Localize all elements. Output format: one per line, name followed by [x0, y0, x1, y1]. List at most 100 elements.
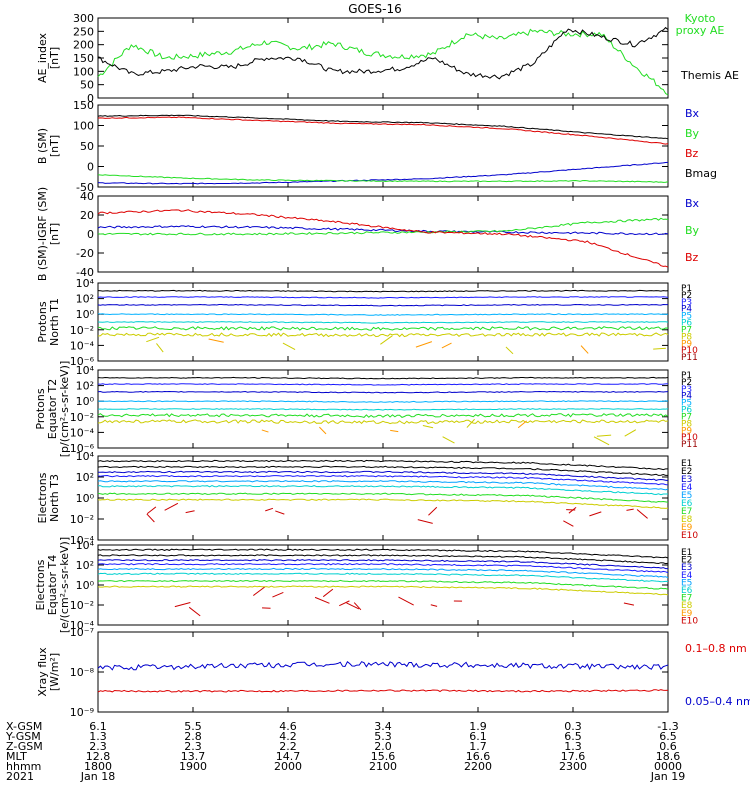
electrons-equator-panel-e9-segment: [322, 588, 334, 598]
ae-panel-ytick-label: 50: [80, 79, 94, 92]
footer-value: 2300: [559, 760, 587, 773]
protons-equator-panel-p8-segment: [422, 425, 434, 429]
protons-equator-panel-ylabel: Equator T2: [46, 379, 59, 439]
bsm-panel-ytick-label: 0: [87, 161, 94, 174]
electrons-equator-panel-legend-e7: E7: [681, 594, 692, 604]
protons-equator-panel-legend-p2: P2: [681, 378, 692, 388]
electrons-north-panel-e9-segment: [185, 510, 195, 514]
protons-equator-panel-p8-segment: [442, 436, 455, 444]
protons-equator-panel-ytick-label: 10⁻⁴: [70, 426, 95, 439]
bsm-panel-ytick-label: 100: [73, 120, 94, 133]
electrons-north-panel-ytick-label: 10²: [76, 471, 94, 484]
electrons-north-panel-e7-line: [97, 492, 669, 503]
electrons-north-panel-e3-line: [97, 470, 669, 481]
electrons-equator-panel-ytick-label: 10²: [76, 559, 94, 572]
footer-value: 18.6: [656, 750, 681, 763]
footer-value: -1.3: [657, 720, 678, 733]
footer-value: 1.9: [469, 720, 487, 733]
electrons-north-panel-legend-e4: E4: [681, 483, 693, 493]
protons-north-panel-legend-p4: P4: [681, 305, 692, 315]
electrons-equator-panel-e5-line: [97, 567, 669, 579]
protons-equator-panel-p7-line: [97, 419, 669, 425]
footer-value: 14.7: [276, 750, 301, 763]
xray-panel-ytick-label: 10⁻⁹: [70, 706, 94, 719]
protons-equator-panel-p5-line: [97, 408, 669, 411]
protons-north-panel-ytick-label: 10⁻²: [70, 324, 94, 337]
protons-north-panel-ylabel: Protons: [36, 301, 49, 342]
protons-equator-panel-legend-p10: P10: [681, 433, 698, 443]
protons-equator-panel-legend-p1: P1: [681, 371, 692, 381]
bsm-bx-line: [97, 161, 669, 185]
bsm-panel-ytick-label: 150: [73, 99, 94, 112]
themis-ae-line: [97, 26, 669, 80]
electrons-north-panel-legend-e10: E10: [681, 531, 698, 541]
electrons-north-panel-legend-e1: E1: [681, 459, 692, 469]
footer-value: 2000: [274, 760, 302, 773]
protons-equator-panel-p2-line: [97, 383, 669, 386]
protons-equator-panel-legend-p6: P6: [681, 406, 692, 416]
footer-value: 0.3: [564, 720, 582, 733]
footer-value: 1900: [179, 760, 207, 773]
legend-bsm-bmag: Bmag: [685, 167, 717, 180]
footer-label: Z-GSM: [6, 740, 43, 753]
ae-panel-ytick-label: 0: [87, 92, 94, 105]
electrons-equator-panel-e8-line: [97, 585, 669, 596]
electrons-north-panel-ylabel: North T3: [48, 474, 61, 522]
electrons-equator-panel-e9-segment: [272, 592, 284, 598]
footer-label: Y-GSM: [5, 730, 41, 743]
legend-bigrf-by: By: [685, 224, 700, 237]
protons-equator-panel-legend-p5: P5: [681, 399, 692, 409]
electrons-equator-panel-e9-segment: [353, 602, 362, 611]
xray-long-line: [97, 689, 669, 693]
electrons-north-panel-e9-segment: [626, 508, 634, 511]
protons-equator-panel-p6-line: [97, 413, 669, 418]
footer-value: 13.7: [181, 750, 206, 763]
electrons-equator-panel-e9-segment: [174, 601, 191, 608]
protons-north-panel-p9-segment: [208, 338, 224, 343]
legend-bigrf-bx: Bx: [685, 197, 700, 210]
protons-north-panel-p1-line: [97, 289, 669, 293]
protons-north-panel-p7-line: [97, 332, 669, 338]
protons-north-panel-p8-segment: [505, 346, 514, 355]
protons-north-panel-p2-line: [97, 296, 669, 299]
protons-equator-panel-legend-p11: P11: [681, 440, 698, 450]
bsm-bz-line: [97, 116, 669, 145]
electrons-equator-panel-ylabel: [e/(cm²-s-sr-keV)]: [58, 537, 71, 633]
electrons-equator-panel-e9-segment: [339, 600, 350, 607]
protons-north-panel-legend-p1: P1: [681, 284, 692, 294]
electrons-equator-panel-e9-segment: [623, 602, 635, 606]
footer-value: Jan 18: [80, 770, 115, 783]
protons-north-panel-p9-segment: [580, 345, 589, 354]
footer-value: 1800: [84, 760, 112, 773]
protons-north-panel-legend-p3: P3: [681, 298, 692, 308]
footer-value: 2.3: [184, 740, 202, 753]
xray-panel-ylabel: [W/m²]: [48, 653, 61, 691]
electrons-equator-panel-ytick-label: 10⁻⁴: [70, 619, 95, 632]
protons-equator-panel-ytick-label: 10⁴: [76, 364, 95, 377]
footer-value: 2.3: [89, 740, 107, 753]
protons-north-panel-ytick-label: 10⁻⁶: [70, 355, 95, 368]
protons-north-panel-legend-p8: P8: [681, 332, 692, 342]
xray-panel-frame: [97, 631, 669, 713]
electrons-equator-panel-legend-e8: E8: [681, 601, 693, 611]
footer-value: 4.2: [279, 730, 297, 743]
protons-north-panel-p9-segment: [415, 341, 433, 348]
protons-equator-panel-p9-segment: [390, 429, 399, 433]
legend-bsm-bx: Bx: [685, 107, 700, 120]
electrons-equator-panel-e6-line: [97, 572, 668, 583]
electrons-equator-panel-legend-e4: E4: [681, 571, 693, 581]
footer-value: 0.6: [659, 740, 677, 753]
protons-north-panel-p9-segment: [441, 342, 452, 349]
xray-panel-ytick-label: 10⁻⁷: [70, 626, 94, 639]
electrons-equator-panel-e2-line: [97, 554, 669, 565]
footer-value: 1.3: [89, 730, 107, 743]
protons-north-panel-legend-p7: P7: [681, 325, 692, 335]
bsm-panel-ylabel: [nT]: [48, 135, 61, 157]
protons-equator-panel-p8-segment: [596, 434, 612, 437]
bsm-panel-ylabel: B (SM): [36, 128, 49, 164]
protons-equator-panel-ytick-label: 10⁻²: [70, 411, 94, 424]
electrons-equator-panel-legend-e2: E2: [681, 556, 692, 566]
electrons-north-panel-e9-segment: [146, 513, 155, 523]
legend-bsm-by: By: [685, 127, 700, 140]
